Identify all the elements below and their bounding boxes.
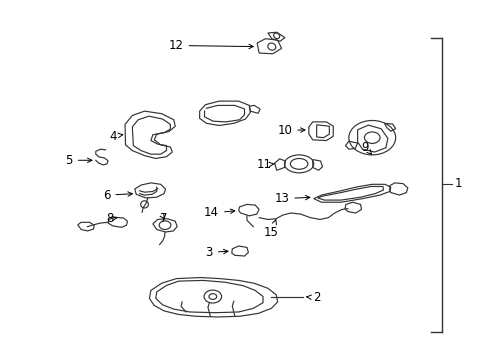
Text: 12: 12 [168,39,253,52]
Text: 8: 8 [106,212,117,225]
Text: 14: 14 [203,207,234,220]
Text: 9: 9 [361,141,371,154]
Text: 4: 4 [109,130,122,143]
Text: 3: 3 [205,246,227,259]
Text: 13: 13 [274,192,309,205]
Text: 5: 5 [65,154,92,167]
Text: 6: 6 [102,189,132,202]
Text: 1: 1 [453,177,461,190]
Text: 15: 15 [264,220,278,239]
Text: 2: 2 [306,291,320,304]
Text: 10: 10 [277,124,305,137]
Text: 11: 11 [256,158,274,171]
Text: 7: 7 [160,212,167,225]
